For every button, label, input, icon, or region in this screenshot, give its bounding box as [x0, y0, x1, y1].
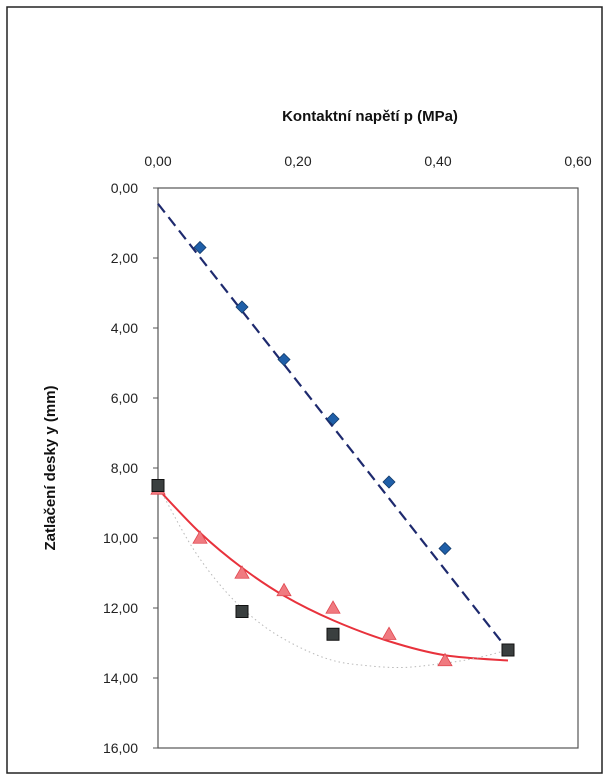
data-point-diamond [277, 352, 291, 367]
y-tick-label: 16,00 [103, 740, 138, 756]
y-tick-label: 12,00 [103, 600, 138, 616]
data-point-triangle [192, 530, 208, 544]
trendline-dashed [157, 203, 509, 651]
x-axis-title: Kontaktní napětí p (MPa) [282, 108, 458, 125]
y-axis-title: Zatlačení desky y (mm) [42, 385, 59, 550]
y-tick-label: 14,00 [103, 670, 138, 686]
trendline-solid [157, 488, 509, 662]
x-tick-labels: 0,00 0,20 0,40 0,60 [144, 153, 591, 169]
x-tick-label: 0,00 [144, 153, 171, 169]
y-tick-label: 6,00 [111, 390, 138, 406]
y-tick-labels: 0,00 2,00 4,00 6,00 8,00 10,00 12,00 14,00 16,00 [103, 180, 158, 756]
x-tick-label: 0,60 [564, 153, 591, 169]
data-point-square [501, 643, 515, 657]
data-point-square [326, 627, 340, 641]
x-tick-label: 0,20 [284, 153, 311, 169]
data-point-diamond [193, 240, 207, 255]
data-point-triangle [381, 626, 397, 640]
x-tick-label: 0,40 [424, 153, 451, 169]
data-point-square [151, 479, 165, 492]
trendline-dotted [157, 485, 509, 669]
y-tick-label: 10,00 [103, 530, 138, 546]
data-markers [150, 240, 515, 667]
trendlines [157, 203, 509, 669]
data-point-square [235, 605, 249, 618]
plot-area [157, 187, 579, 749]
y-tick-label: 8,00 [111, 460, 138, 476]
data-point-diamond [382, 475, 396, 489]
data-point-triangle [325, 600, 341, 614]
y-tick-label: 4,00 [111, 320, 138, 336]
data-point-triangle [234, 565, 250, 579]
y-tick-label: 0,00 [111, 180, 138, 196]
data-point-diamond [438, 541, 452, 556]
data-point-triangle [437, 652, 453, 667]
y-tick-label: 2,00 [111, 250, 138, 266]
data-point-triangle [276, 582, 292, 597]
data-point-diamond [326, 412, 340, 426]
data-point-diamond [235, 300, 249, 314]
